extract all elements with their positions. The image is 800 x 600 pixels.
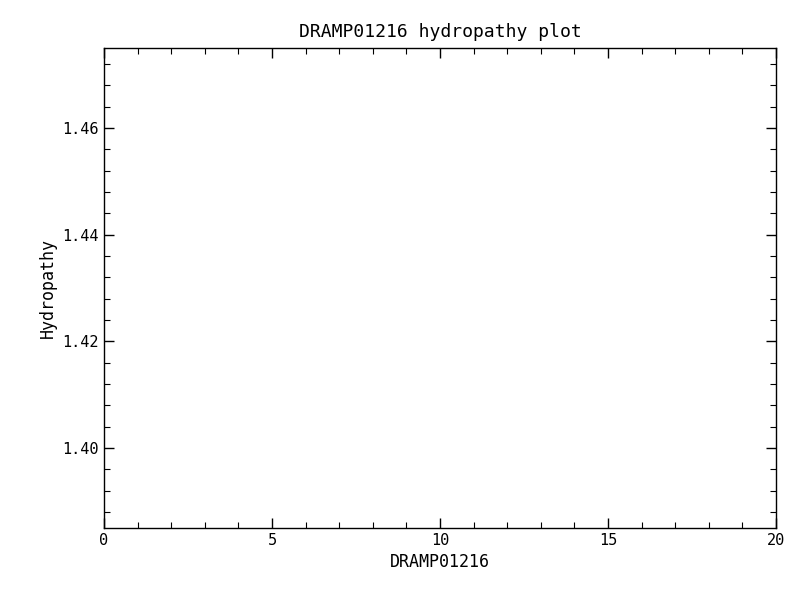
Y-axis label: Hydropathy: Hydropathy: [39, 238, 57, 338]
X-axis label: DRAMP01216: DRAMP01216: [390, 553, 490, 571]
Title: DRAMP01216 hydropathy plot: DRAMP01216 hydropathy plot: [298, 23, 582, 41]
